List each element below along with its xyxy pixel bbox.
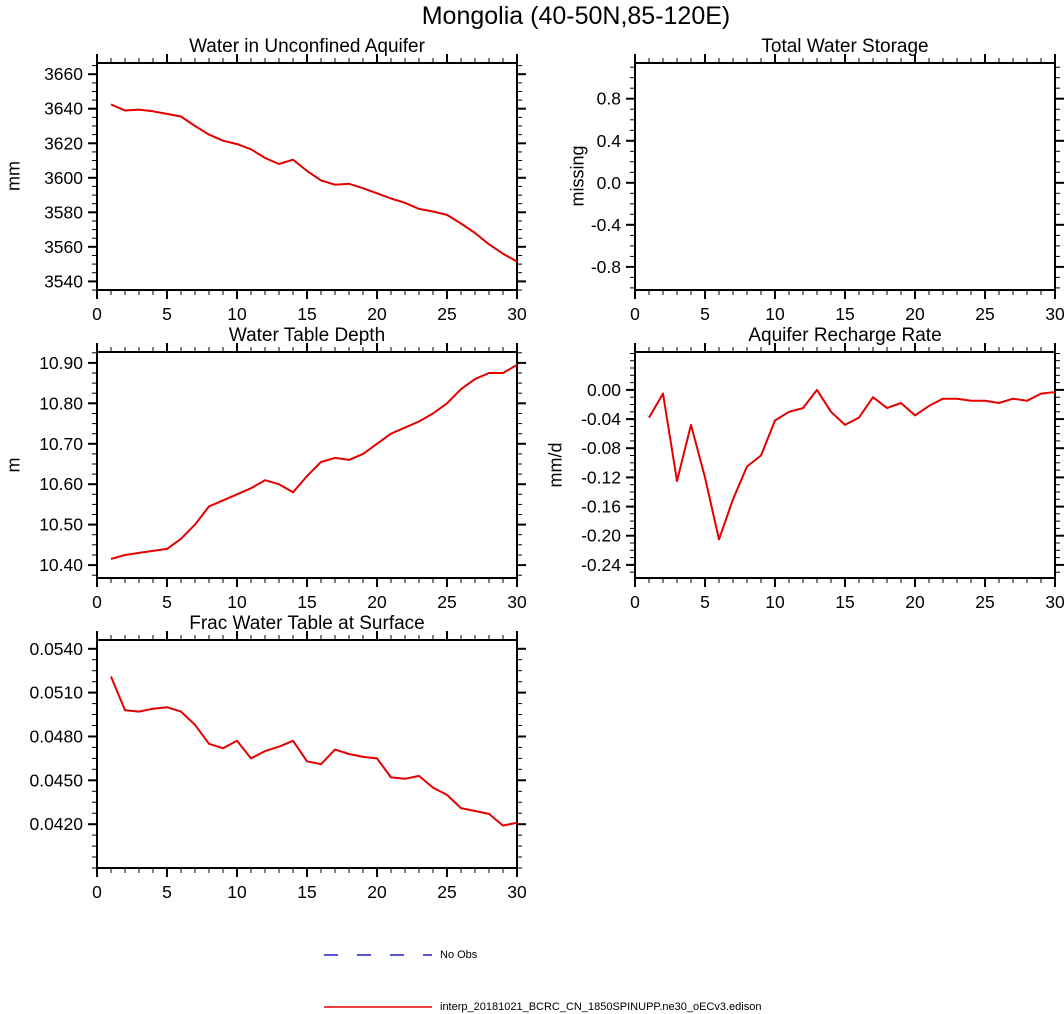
svg-text:3600: 3600 [44, 168, 83, 188]
svg-text:3580: 3580 [44, 202, 83, 222]
svg-text:15: 15 [297, 304, 316, 324]
svg-text:30: 30 [507, 304, 527, 324]
chart-title-aquifer-recharge-rate: Aquifer Recharge Rate [748, 325, 942, 346]
svg-text:0.0450: 0.0450 [29, 770, 83, 790]
svg-text:10: 10 [227, 882, 247, 902]
svg-text:5: 5 [162, 304, 172, 324]
svg-text:0.00: 0.00 [587, 380, 621, 400]
svg-text:-0.04: -0.04 [581, 409, 621, 429]
svg-text:25: 25 [975, 304, 994, 324]
svg-text:20: 20 [905, 304, 925, 324]
chart-total-water-storage: 0 5 10 15 20 25 30 -0.8 -0.4 0.0 0.4 0.8 [591, 54, 1064, 324]
svg-text:-0.4: -0.4 [591, 215, 621, 235]
svg-text:15: 15 [835, 304, 854, 324]
svg-text:20: 20 [367, 304, 387, 324]
chart-title-water-table-depth: Water Table Depth [228, 325, 386, 346]
chart-title-frac-water-table-surface: Frac Water Table at Surface [189, 613, 425, 634]
svg-text:-0.12: -0.12 [581, 467, 621, 487]
svg-text:0: 0 [92, 304, 102, 324]
svg-text:10.40: 10.40 [39, 555, 83, 575]
svg-text:10: 10 [765, 592, 785, 612]
svg-text:10.90: 10.90 [39, 353, 83, 373]
svg-text:5: 5 [700, 304, 710, 324]
svg-text:5: 5 [162, 882, 172, 902]
page-title: Mongolia (40-50N,85-120E) [421, 2, 731, 30]
svg-text:10: 10 [227, 304, 247, 324]
legend-run-row: interp_20181021_BCRC_CN_1850SPINUPP.ne30… [322, 999, 761, 1014]
svg-text:20: 20 [367, 882, 387, 902]
svg-text:0: 0 [92, 592, 102, 612]
svg-text:0: 0 [630, 592, 640, 612]
svg-text:0.0510: 0.0510 [29, 683, 83, 703]
svg-text:3540: 3540 [44, 271, 83, 291]
svg-text:3660: 3660 [44, 64, 83, 84]
legend-no-obs-label: No Obs [440, 949, 478, 961]
svg-text:-0.8: -0.8 [591, 257, 621, 277]
legend-run-label: interp_20181021_BCRC_CN_1850SPINUPP.ne30… [440, 1001, 762, 1013]
svg-text:25: 25 [437, 882, 456, 902]
svg-text:5: 5 [162, 592, 172, 612]
svg-text:30: 30 [507, 592, 527, 612]
run-line-icon [324, 1006, 432, 1008]
chart-water-table-depth: 0 5 10 15 20 25 30 10.40 10.50 10.60 10.70 10.80 10.… [39, 343, 527, 612]
svg-text:20: 20 [367, 592, 387, 612]
svg-text:10: 10 [765, 304, 785, 324]
svg-text:15: 15 [297, 592, 316, 612]
svg-text:10.70: 10.70 [39, 434, 83, 454]
svg-text:10.50: 10.50 [39, 515, 83, 535]
svg-text:30: 30 [1045, 304, 1064, 324]
svg-text:30: 30 [1045, 592, 1064, 612]
chart-title-water-unconfined-aquifer: Water in Unconfined Aquifer [189, 36, 425, 57]
svg-text:5: 5 [700, 592, 710, 612]
svg-text:25: 25 [975, 592, 994, 612]
svg-text:10.80: 10.80 [39, 393, 83, 413]
svg-text:25: 25 [437, 304, 456, 324]
chart-aquifer-recharge-rate: 0 5 10 15 20 25 30 0.00 -0.04 -0.08 -0.12 -0.16 -0.2… [581, 343, 1064, 612]
svg-text:-0.20: -0.20 [581, 526, 621, 546]
svg-text:3560: 3560 [44, 237, 83, 257]
svg-text:-0.16: -0.16 [581, 497, 621, 517]
svg-text:10: 10 [227, 592, 247, 612]
no-obs-line-icon [324, 954, 432, 956]
legend-no-obs-row: No Obs [322, 947, 477, 963]
svg-text:3640: 3640 [44, 99, 83, 119]
svg-text:15: 15 [835, 592, 854, 612]
svg-text:30: 30 [507, 882, 527, 902]
svg-text:0.0540: 0.0540 [29, 639, 83, 659]
svg-text:0.0420: 0.0420 [29, 814, 83, 834]
svg-text:0: 0 [92, 882, 102, 902]
svg-text:0.0480: 0.0480 [29, 727, 83, 747]
svg-text:-0.08: -0.08 [581, 438, 621, 458]
svg-text:15: 15 [297, 882, 316, 902]
chart-title-total-water-storage: Total Water Storage [761, 36, 929, 57]
svg-text:3620: 3620 [44, 133, 83, 153]
svg-text:25: 25 [437, 592, 456, 612]
svg-text:-0.24: -0.24 [581, 555, 621, 575]
svg-text:10.60: 10.60 [39, 474, 83, 494]
chart-frac-water-table-surface: 0 5 10 15 20 25 30 0.0420 0.0450 0.0480 0.0510 0.05… [29, 631, 527, 902]
svg-text:20: 20 [905, 592, 925, 612]
svg-text:0: 0 [630, 304, 640, 324]
chart-water-unconfined-aquifer: 0 5 10 15 20 25 30 3540 3560 3580 3600 3620 3640 3660 [44, 54, 527, 324]
svg-text:0.4: 0.4 [597, 131, 622, 151]
svg-text:0.8: 0.8 [597, 89, 621, 109]
svg-text:0.0: 0.0 [597, 173, 622, 193]
